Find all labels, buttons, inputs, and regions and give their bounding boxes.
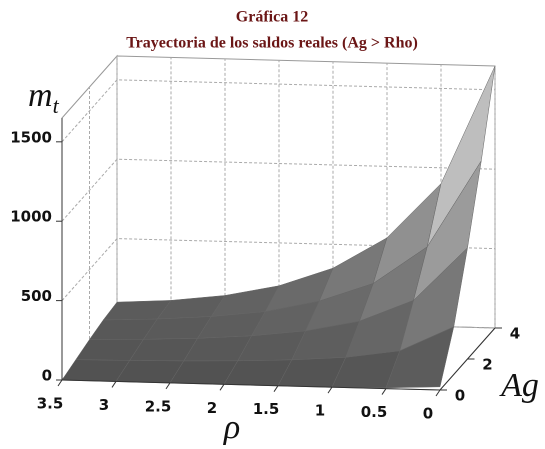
chart-title: Gráfica 12 xyxy=(236,9,308,26)
z-axis-label: mt xyxy=(28,77,60,118)
z-tick-label: 0 xyxy=(42,367,52,385)
x-tick xyxy=(111,381,117,388)
x-tick-label: 0 xyxy=(423,405,433,423)
y-axis-label: Ag xyxy=(499,367,539,404)
x-tick-label: 1 xyxy=(315,402,325,420)
x-tick xyxy=(327,386,333,394)
z-axis-label-sub: t xyxy=(53,93,60,118)
z-tick-label: 1500 xyxy=(10,128,52,146)
x-tick xyxy=(219,384,225,391)
x-tick-label: 3 xyxy=(99,396,109,414)
z-tick-label: 1000 xyxy=(10,208,52,226)
z-axis-label-main: m xyxy=(28,77,53,114)
x-tick-label: 1.5 xyxy=(253,400,280,418)
y-tick-label: 2 xyxy=(482,356,492,374)
grid-line xyxy=(61,79,496,143)
surface-patch xyxy=(385,326,455,389)
x-axis-label: ρ xyxy=(223,409,240,446)
y-tick-label: 0 xyxy=(455,387,465,405)
grid-line xyxy=(61,158,496,222)
x-tick xyxy=(165,382,171,390)
x-tick-label: 2.5 xyxy=(145,397,172,415)
chart-subtitle: Trayectoria de los saldos reales (Ag > R… xyxy=(126,35,418,52)
x-tick xyxy=(381,388,387,395)
x-tick-label: 0.5 xyxy=(361,403,388,421)
grid-line xyxy=(61,238,496,301)
y-tick-label: 4 xyxy=(510,325,520,343)
x-tick xyxy=(435,389,441,397)
z-tick-label: 500 xyxy=(21,287,52,305)
x-tick-label: 2 xyxy=(207,399,217,417)
x-tick xyxy=(57,379,63,387)
x-tick xyxy=(273,385,279,392)
x-tick-label: 3.5 xyxy=(37,395,64,413)
